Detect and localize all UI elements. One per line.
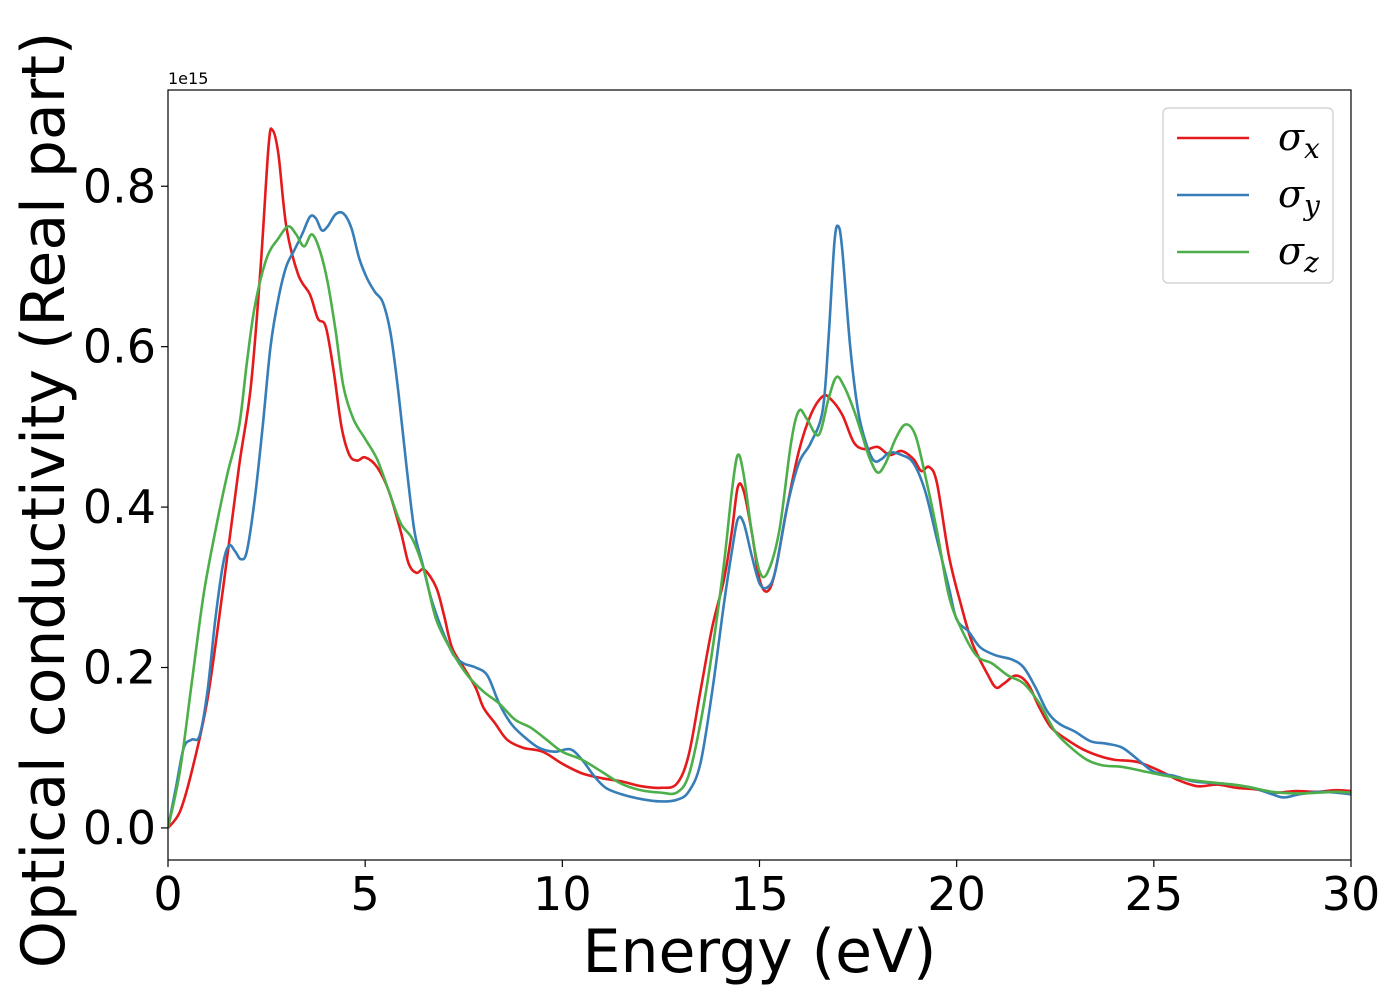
x-tick-label: 20 (927, 867, 986, 921)
series-line-z (168, 225, 1351, 829)
y-tick-label: 0.8 (83, 159, 156, 213)
x-tick-label: 0 (153, 867, 182, 921)
legend-label-z: σz (1278, 229, 1319, 279)
x-axis: 0 5 10 15 20 25 30 (153, 860, 1380, 921)
x-tick-label: 25 (1125, 867, 1184, 921)
y-tick-label: 0.0 (83, 801, 156, 855)
y-offset-label: 1e15 (168, 69, 208, 88)
legend-label-y: σy (1278, 172, 1321, 222)
x-axis-title: Energy (eV) (583, 917, 937, 987)
x-tick-label: 10 (533, 867, 592, 921)
y-tick-label: 0.4 (83, 480, 156, 534)
series-group (168, 127, 1351, 829)
y-axis-title: Optical conductivity (Real part) (9, 32, 79, 969)
x-tick-label: 5 (351, 867, 380, 921)
legend: σx σy σz (1162, 107, 1334, 284)
x-tick-label: 30 (1322, 867, 1381, 921)
y-tick-label: 0.6 (83, 320, 156, 374)
legend-label-x: σx (1278, 115, 1320, 165)
y-axis: 0.0 0.2 0.4 0.6 0.8 (83, 159, 168, 855)
series-line-y (168, 210, 1351, 829)
y-tick-label: 0.2 (83, 641, 156, 695)
x-tick-label: 15 (730, 867, 789, 921)
